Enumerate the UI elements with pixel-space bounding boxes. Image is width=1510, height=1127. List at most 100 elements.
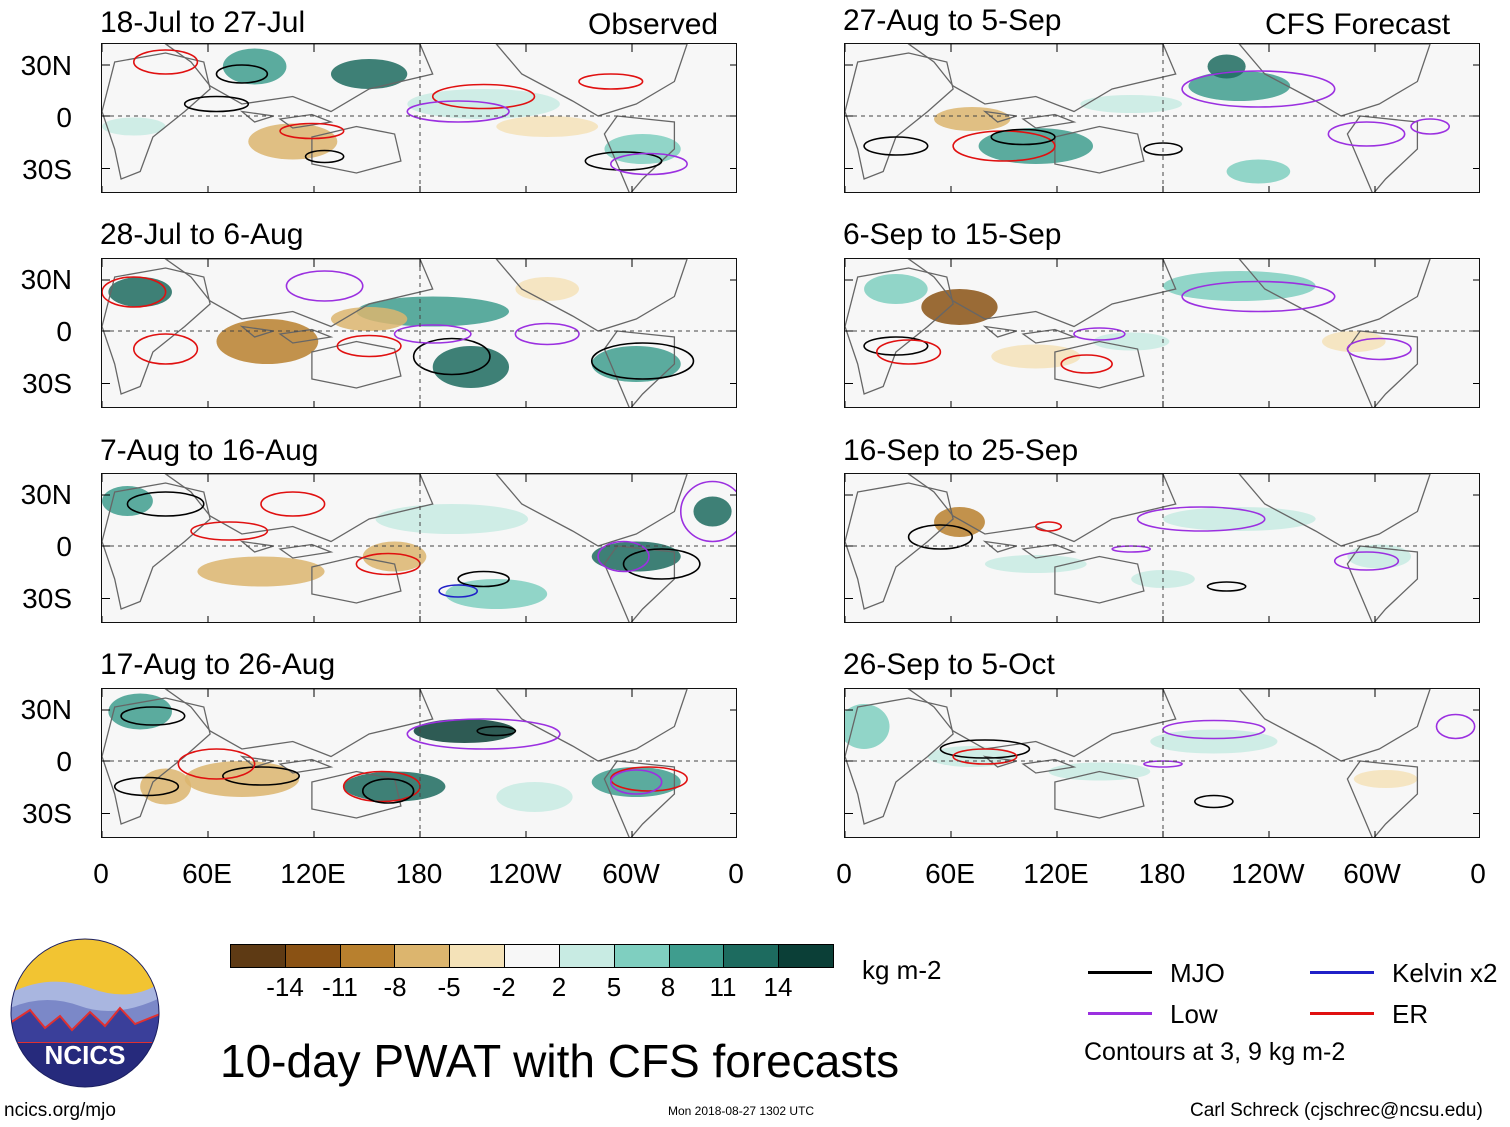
pwat-anomaly-area bbox=[184, 761, 300, 797]
colorbar-swatch bbox=[394, 944, 451, 968]
coastline bbox=[311, 770, 402, 819]
low-contour bbox=[1410, 118, 1450, 135]
low-contour bbox=[1333, 551, 1400, 571]
lat-label-eq: 0 bbox=[56, 531, 72, 562]
coastline bbox=[164, 474, 434, 543]
coastline bbox=[1238, 689, 1431, 762]
lat-label-eq: 0 bbox=[56, 102, 72, 133]
coastline bbox=[907, 474, 1177, 543]
pwat-anomaly-area bbox=[978, 128, 1094, 164]
lon-label-0: 0 bbox=[93, 858, 109, 889]
mjo-contour bbox=[863, 336, 929, 356]
author-credit: Carl Schreck (cjschrec@ncsu.edu) bbox=[1190, 1100, 1483, 1121]
website-link[interactable]: ncics.org/mjo bbox=[4, 1100, 116, 1121]
colorbar-swatch bbox=[613, 944, 670, 968]
coastline bbox=[495, 259, 688, 332]
mjo-contour bbox=[1206, 581, 1247, 592]
map-svg bbox=[102, 44, 736, 192]
colorbar-swatch bbox=[504, 944, 560, 968]
coastline bbox=[845, 697, 954, 825]
colorbar-tick: -14 bbox=[266, 972, 304, 1002]
coastline bbox=[164, 44, 434, 113]
panel-title-8: 26-Sep to 5-Oct bbox=[843, 648, 1055, 681]
coastline bbox=[845, 482, 954, 610]
lon-label-360: 0 bbox=[728, 858, 744, 889]
pwat-anomaly-area bbox=[927, 746, 1017, 767]
panel-title-1: 18-Jul to 27-Jul bbox=[100, 6, 306, 39]
pwat-anomaly-area bbox=[991, 344, 1081, 369]
pwat-anomaly-area bbox=[496, 116, 599, 137]
pwat-anomaly-area bbox=[375, 504, 529, 534]
map-svg bbox=[102, 689, 736, 837]
lat-label-eq: 0 bbox=[56, 316, 72, 347]
panel-title-3: 7-Aug to 16-Aug bbox=[100, 434, 319, 467]
coastline bbox=[1054, 555, 1145, 604]
pwat-anomaly-area bbox=[362, 541, 427, 572]
coastline bbox=[495, 44, 688, 117]
mjo-contour bbox=[215, 64, 269, 84]
map-panel bbox=[844, 258, 1480, 408]
lat-label-30n: 30N bbox=[20, 264, 72, 295]
pwat-anomaly-area bbox=[1322, 331, 1386, 352]
colorbar-swatch bbox=[778, 944, 834, 968]
mjo-contour bbox=[412, 337, 491, 376]
panel-title-7: 16-Sep to 25-Sep bbox=[843, 434, 1079, 467]
map-panel bbox=[101, 258, 737, 408]
low-contour bbox=[285, 270, 364, 302]
coastline bbox=[102, 52, 211, 180]
coastline bbox=[278, 543, 334, 559]
coastline bbox=[311, 125, 402, 174]
pwat-anomaly-area bbox=[984, 555, 1087, 573]
coastline bbox=[1021, 543, 1077, 559]
colorbar-tick: 11 bbox=[709, 972, 737, 1002]
mjo-contour bbox=[113, 776, 180, 797]
pwat-anomaly-area bbox=[515, 277, 579, 301]
coastline bbox=[278, 328, 334, 344]
low-contour bbox=[609, 769, 663, 795]
colorbar-swatch bbox=[558, 944, 615, 968]
mjo-contour bbox=[990, 128, 1056, 146]
legend-kelvin-label: Kelvin x2 bbox=[1392, 958, 1498, 988]
mjo-contour bbox=[476, 725, 517, 737]
er-contour bbox=[279, 122, 345, 140]
pwat-anomaly-area bbox=[934, 507, 985, 537]
colorbar-swatch bbox=[339, 944, 396, 968]
colorbar-tick: -11 bbox=[322, 972, 358, 1002]
lon-label-360: 0 bbox=[1470, 858, 1486, 889]
coastline bbox=[982, 325, 1017, 338]
coastline bbox=[239, 540, 274, 553]
coastline bbox=[603, 115, 676, 192]
pwat-anomaly-area bbox=[445, 579, 548, 609]
mjo-contour bbox=[863, 136, 929, 156]
pwat-anomaly-area bbox=[248, 123, 338, 160]
er-contour bbox=[431, 83, 536, 110]
coastline bbox=[311, 555, 402, 604]
map-svg bbox=[102, 474, 736, 622]
pwat-anomaly-area bbox=[1353, 770, 1418, 788]
colorbar-tick: 8 bbox=[660, 972, 676, 1002]
mjo-contour bbox=[361, 778, 415, 804]
lon-label-120e: 120E bbox=[1023, 858, 1089, 889]
map-svg bbox=[845, 259, 1479, 407]
map-panel bbox=[844, 473, 1480, 623]
cfs-forecast-label: CFS Forecast bbox=[1265, 8, 1451, 41]
ncics-logo: NCICS bbox=[10, 938, 160, 1088]
lat-label-30n: 30N bbox=[20, 694, 72, 725]
er-contour bbox=[260, 491, 326, 517]
pwat-anomaly-area bbox=[921, 289, 998, 325]
er-contour bbox=[132, 49, 199, 75]
main-title: 10-day PWAT with CFS forecasts bbox=[220, 1035, 900, 1087]
map-panel bbox=[101, 43, 737, 193]
mjo-contour bbox=[590, 342, 695, 380]
pwat-anomaly-area bbox=[1080, 95, 1183, 113]
lat-label-30s: 30S bbox=[22, 798, 72, 829]
pwat-anomaly-area bbox=[1226, 159, 1291, 184]
colorbar-swatch bbox=[723, 944, 780, 968]
legend-kelvin-line bbox=[1310, 971, 1374, 974]
coastline bbox=[239, 325, 274, 338]
coastline bbox=[603, 760, 676, 837]
coastline bbox=[102, 482, 211, 610]
lat-label-30s: 30S bbox=[22, 154, 72, 185]
colorbar-swatch bbox=[230, 944, 286, 968]
map-panel bbox=[101, 473, 737, 623]
